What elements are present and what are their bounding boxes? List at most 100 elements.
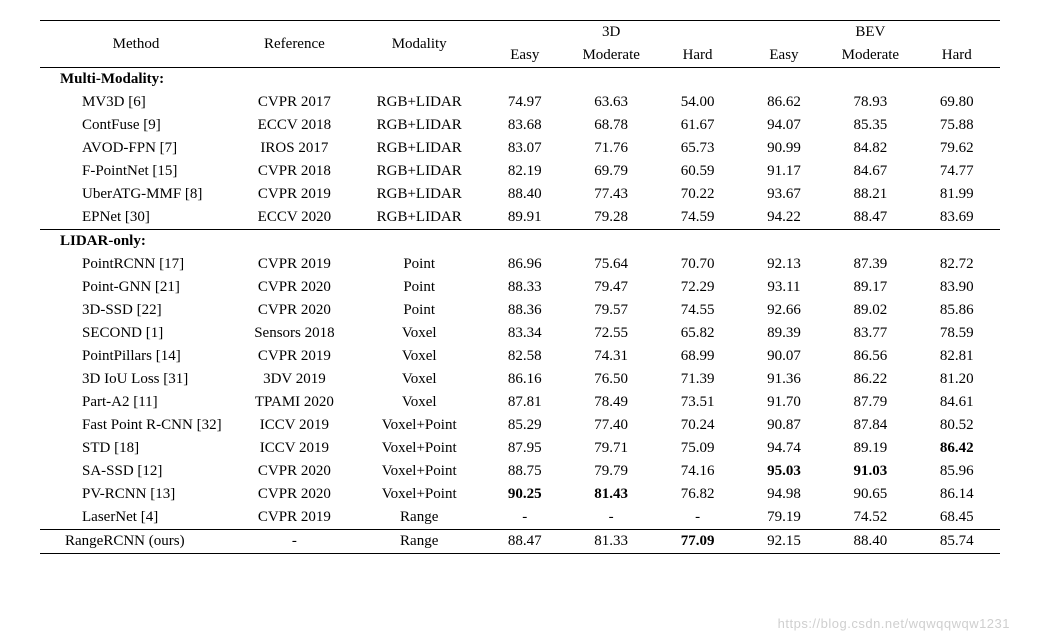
- cell-value: 83.07: [482, 137, 568, 160]
- col-bev-easy: [741, 21, 827, 45]
- cell-value: 61.67: [654, 114, 740, 137]
- cell-value: 82.58: [482, 345, 568, 368]
- cell-method: PointRCNN [17]: [40, 253, 232, 276]
- section-lidar-only: LIDAR-only:: [40, 230, 1000, 254]
- cell-modality: RGB+LIDAR: [357, 206, 482, 230]
- cell-value: 79.79: [568, 460, 654, 483]
- cell-reference: CVPR 2020: [232, 483, 357, 506]
- cell-method: 3D IoU Loss [31]: [40, 368, 232, 391]
- cell-value: 87.84: [827, 414, 913, 437]
- cell-value: 89.17: [827, 276, 913, 299]
- cell-value: 79.28: [568, 206, 654, 230]
- cell-value: 90.07: [741, 345, 827, 368]
- cell-value: -: [568, 506, 654, 530]
- table-row: LaserNet [4]CVPR 2019Range---79.1974.526…: [40, 506, 1000, 530]
- table-row: PointPillars [14]CVPR 2019Voxel82.5874.3…: [40, 345, 1000, 368]
- cell-value: 87.39: [827, 253, 913, 276]
- cell-value: 68.99: [654, 345, 740, 368]
- cell-value: 77.09: [654, 530, 740, 554]
- cell-value: 86.96: [482, 253, 568, 276]
- cell-value: 74.52: [827, 506, 913, 530]
- cell-value: 90.87: [741, 414, 827, 437]
- cell-modality: RGB+LIDAR: [357, 91, 482, 114]
- cell-value: 87.81: [482, 391, 568, 414]
- cell-value: 69.80: [914, 91, 1000, 114]
- table-row: SA-SSD [12]CVPR 2020Voxel+Point88.7579.7…: [40, 460, 1000, 483]
- cell-value: 78.93: [827, 91, 913, 114]
- cell-value: 73.51: [654, 391, 740, 414]
- col-reference: Reference: [232, 21, 357, 68]
- cell-value: 54.00: [654, 91, 740, 114]
- col-bev-hard: [914, 21, 1000, 45]
- cell-value: 85.86: [914, 299, 1000, 322]
- cell-method: F-PointNet [15]: [40, 160, 232, 183]
- cell-value: 83.90: [914, 276, 1000, 299]
- cell-method: STD [18]: [40, 437, 232, 460]
- col-3d-easy: [482, 21, 568, 45]
- table-row: 3D-SSD [22]CVPR 2020Point88.3679.5774.55…: [40, 299, 1000, 322]
- cell-reference: CVPR 2017: [232, 91, 357, 114]
- cell-value: 94.22: [741, 206, 827, 230]
- cell-value: 83.69: [914, 206, 1000, 230]
- cell-value: 69.79: [568, 160, 654, 183]
- cell-method: UberATG-MMF [8]: [40, 183, 232, 206]
- cell-value: 81.43: [568, 483, 654, 506]
- cell-reference: 3DV 2019: [232, 368, 357, 391]
- cell-value: 92.15: [741, 530, 827, 554]
- cell-reference: ECCV 2020: [232, 206, 357, 230]
- col-3d-easy-label: Easy: [482, 44, 568, 68]
- cell-value: 78.49: [568, 391, 654, 414]
- cell-reference: CVPR 2019: [232, 183, 357, 206]
- cell-value: 74.31: [568, 345, 654, 368]
- cell-value: 65.73: [654, 137, 740, 160]
- table-row: AVOD-FPN [7]IROS 2017RGB+LIDAR83.0771.76…: [40, 137, 1000, 160]
- cell-value: 88.33: [482, 276, 568, 299]
- cell-reference: ICCV 2019: [232, 414, 357, 437]
- cell-value: 91.03: [827, 460, 913, 483]
- group-3d: 3D: [568, 21, 654, 45]
- table-row: EPNet [30]ECCV 2020RGB+LIDAR89.9179.2874…: [40, 206, 1000, 230]
- cell-value: 74.59: [654, 206, 740, 230]
- cell-value: 92.66: [741, 299, 827, 322]
- cell-modality: RGB+LIDAR: [357, 137, 482, 160]
- cell-value: 85.74: [914, 530, 1000, 554]
- cell-modality: RGB+LIDAR: [357, 183, 482, 206]
- cell-modality: Voxel+Point: [357, 414, 482, 437]
- table-row: PV-RCNN [13]CVPR 2020Voxel+Point90.2581.…: [40, 483, 1000, 506]
- cell-value: 70.22: [654, 183, 740, 206]
- cell-value: 82.72: [914, 253, 1000, 276]
- cell-value: 87.79: [827, 391, 913, 414]
- table-row: SECOND [1]Sensors 2018Voxel83.3472.5565.…: [40, 322, 1000, 345]
- cell-value: 89.02: [827, 299, 913, 322]
- cell-value: 88.75: [482, 460, 568, 483]
- cell-method: PointPillars [14]: [40, 345, 232, 368]
- cell-value: 74.77: [914, 160, 1000, 183]
- group-bev: BEV: [827, 21, 913, 45]
- cell-reference: CVPR 2019: [232, 506, 357, 530]
- cell-method: EPNet [30]: [40, 206, 232, 230]
- table-row: STD [18]ICCV 2019Voxel+Point87.9579.7175…: [40, 437, 1000, 460]
- cell-value: 90.99: [741, 137, 827, 160]
- cell-value: 86.42: [914, 437, 1000, 460]
- cell-value: 68.45: [914, 506, 1000, 530]
- results-table: Method Reference Modality 3D BEV Easy Mo…: [40, 20, 1000, 554]
- cell-value: 90.65: [827, 483, 913, 506]
- cell-value: 68.78: [568, 114, 654, 137]
- cell-method: PV-RCNN [13]: [40, 483, 232, 506]
- cell-value: 83.34: [482, 322, 568, 345]
- cell-reference: CVPR 2018: [232, 160, 357, 183]
- cell-value: 86.62: [741, 91, 827, 114]
- cell-reference: CVPR 2020: [232, 460, 357, 483]
- cell-value: 63.63: [568, 91, 654, 114]
- cell-value: 74.97: [482, 91, 568, 114]
- table-row: UberATG-MMF [8]CVPR 2019RGB+LIDAR88.4077…: [40, 183, 1000, 206]
- cell-value: 75.09: [654, 437, 740, 460]
- cell-value: 76.50: [568, 368, 654, 391]
- cell-value: 79.71: [568, 437, 654, 460]
- cell-modality: Voxel: [357, 391, 482, 414]
- cell-modality: Point: [357, 299, 482, 322]
- cell-method: AVOD-FPN [7]: [40, 137, 232, 160]
- col-bev-hard-label: Hard: [914, 44, 1000, 68]
- cell-value: 85.29: [482, 414, 568, 437]
- table-row: RangeRCNN (ours)-Range88.4781.3377.0992.…: [40, 530, 1000, 554]
